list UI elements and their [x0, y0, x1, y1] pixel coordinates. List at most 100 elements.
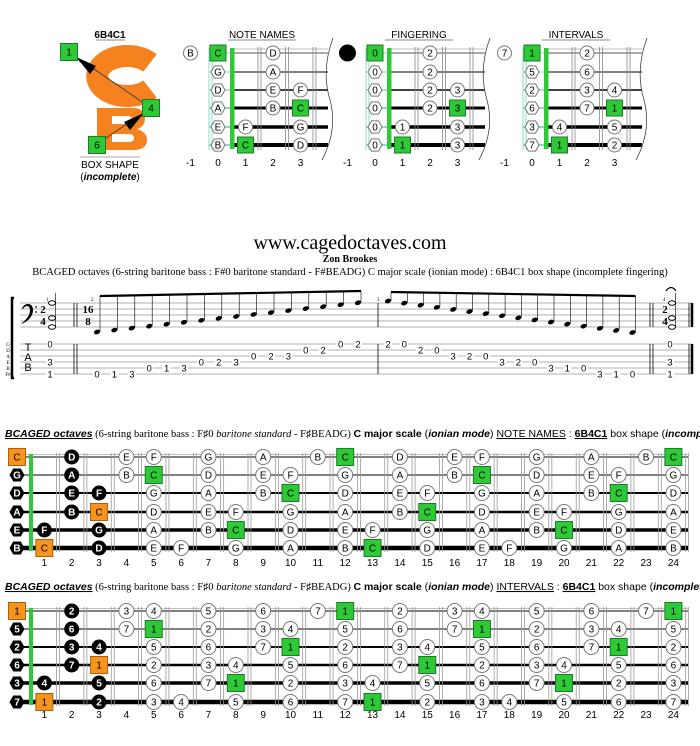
- open-string-hexagon: [367, 120, 383, 134]
- tab-number-bg: [197, 358, 206, 366]
- fret-number: 20: [558, 710, 570, 721]
- note-label: 2: [288, 679, 294, 690]
- nut-bar: [230, 48, 235, 149]
- fret-number: 17: [476, 710, 488, 721]
- tab-number-bg: [547, 364, 555, 372]
- note-circle: [528, 485, 545, 501]
- nut-bar: [29, 454, 33, 551]
- note-label: A: [287, 544, 294, 555]
- note-circle: [610, 694, 627, 710]
- tab-number-bg: [301, 346, 310, 354]
- note-label: 3: [151, 698, 157, 709]
- note-label: B: [205, 526, 212, 537]
- notehead: [596, 325, 603, 331]
- time-signature-top: 2: [662, 304, 668, 316]
- note-label: D: [533, 471, 540, 482]
- website-title: www.cagedoctaves.com: [253, 232, 447, 254]
- note-circle: [473, 522, 490, 538]
- tab-fret-number: 0: [199, 358, 204, 369]
- tab-number-bg: [530, 358, 539, 366]
- diagram-note-names: NOTE NAMES-1 0 1 2 3B C DG AD E FA B CE F GB C D: [183, 30, 334, 169]
- incomplete-label: (incomplete): [80, 172, 139, 183]
- tab-number-bg: [628, 370, 637, 378]
- note-circle: [579, 45, 595, 61]
- note-label: 4: [148, 104, 154, 115]
- box-root-square: [35, 693, 54, 711]
- note-circle: [309, 603, 326, 619]
- box-note-circle: [36, 675, 52, 691]
- note-label: C: [424, 508, 431, 519]
- note-label: 2: [427, 104, 433, 115]
- note-label: 3: [397, 643, 403, 654]
- note-label: 2: [427, 49, 433, 60]
- tab-fret-number: 1: [667, 370, 672, 381]
- note-label: 4: [233, 661, 239, 672]
- tab-number-bg: [284, 352, 293, 360]
- note-label: 2: [342, 643, 348, 654]
- notehead: [146, 323, 153, 329]
- note-label: 7: [69, 661, 75, 672]
- note-circle: [391, 657, 408, 673]
- tab-number-bg: [93, 370, 101, 378]
- system-bracket: [10, 296, 14, 380]
- note-label: B: [270, 104, 277, 115]
- tab-number-bg: [432, 346, 441, 354]
- note-circle: [145, 504, 162, 520]
- note-circle: [200, 657, 217, 673]
- note-label: A: [215, 104, 222, 115]
- root-note-square: [664, 602, 683, 620]
- note-label: G: [150, 489, 158, 500]
- note-circle: [473, 657, 490, 673]
- chord-notehead: [48, 300, 56, 306]
- note-label: E: [670, 526, 677, 537]
- fret-number: 23: [640, 558, 652, 569]
- note-circle: [364, 522, 381, 538]
- open-string-hexagon: [210, 65, 226, 79]
- root-note-square: [281, 484, 300, 502]
- fret-number: 0: [372, 158, 378, 169]
- title-segment-inc: incomplete: [665, 428, 700, 440]
- note-label: 5: [288, 661, 294, 672]
- note-label: B: [13, 544, 20, 555]
- tab-fret-number: 2: [516, 358, 521, 369]
- note-label: 5: [616, 661, 622, 672]
- notehead: [613, 328, 620, 333]
- note-circle: [173, 694, 190, 710]
- fret-number: 3: [455, 158, 461, 169]
- note-label: 7: [342, 698, 348, 709]
- tab-number-bg: [354, 340, 362, 348]
- notehead: [417, 302, 424, 308]
- tab-fret-number: 1: [112, 370, 117, 381]
- fret-number: 10: [285, 710, 297, 721]
- notehead: [111, 327, 118, 333]
- tab-number-bg: [267, 352, 275, 360]
- note-circle: [579, 100, 595, 116]
- note-circle: [528, 639, 545, 655]
- note-label: D: [214, 86, 221, 97]
- notehead: [482, 311, 489, 316]
- tab-fret-number: 0: [251, 352, 256, 363]
- note-label: C: [297, 104, 304, 115]
- title-segment-kind: NOTE NAMES: [496, 428, 565, 440]
- note-circle: [282, 621, 299, 637]
- root-note-square: [449, 99, 466, 117]
- fretboard-note-names: BCAGED octaves (6-string baritone bass :…: [5, 428, 700, 569]
- note-circle: [419, 675, 436, 691]
- note-label: 5: [561, 698, 567, 709]
- note-circle: [583, 449, 600, 465]
- box-note-circle: [64, 485, 80, 501]
- note-label: 6: [397, 625, 403, 636]
- title-segment-p6: box shape (: [607, 428, 665, 440]
- note-circle: [145, 639, 162, 655]
- tab-fret-number: 1: [164, 364, 169, 375]
- root-note-square: [472, 466, 491, 484]
- tab-fret-number: 2: [467, 352, 472, 363]
- title-segment-bcaged: BCAGED octaves: [5, 581, 93, 593]
- tab-number-bg: [612, 370, 621, 378]
- note-label: E: [150, 544, 157, 555]
- note-label: 6: [69, 625, 75, 636]
- note-label: 2: [612, 141, 618, 152]
- fret-number: 3: [96, 558, 102, 569]
- tab-number-bg: [249, 352, 258, 360]
- note-label: 2: [534, 625, 540, 636]
